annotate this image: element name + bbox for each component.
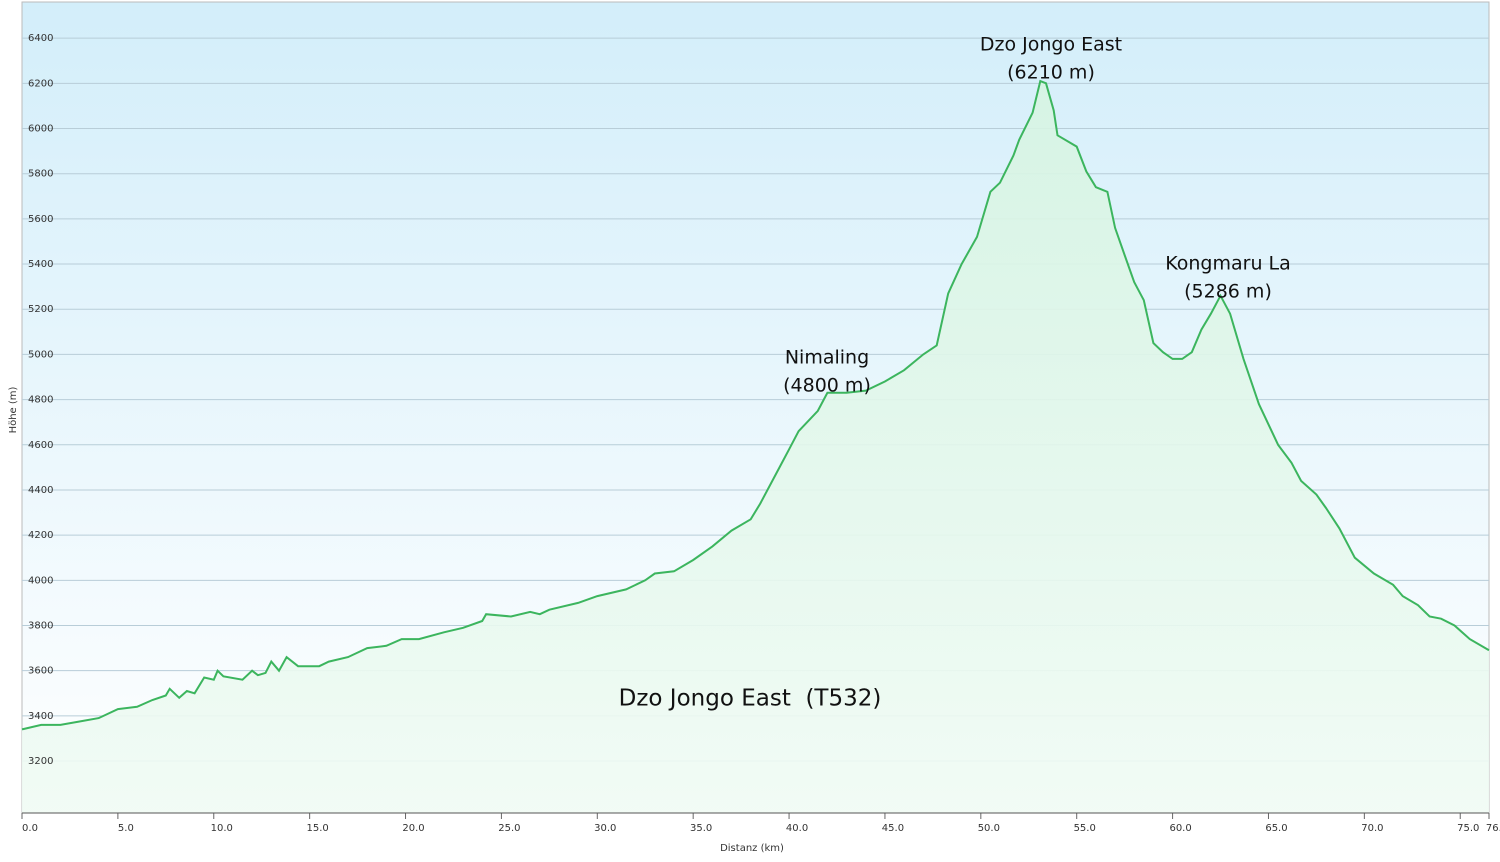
- y-tick-label: 5600: [28, 214, 53, 225]
- area-fill: [22, 81, 1489, 814]
- x-tick-label: 30.0: [594, 823, 616, 834]
- y-tick-label: 6400: [28, 33, 53, 44]
- x-tick-label: 40.0: [786, 823, 808, 834]
- x-tick-label: 15.0: [307, 823, 329, 834]
- x-tick-label: 35.0: [690, 823, 712, 834]
- annotation: Dzo Jongo East: [980, 34, 1122, 56]
- y-tick-label: 6200: [28, 78, 53, 89]
- x-tick-label: 75.0: [1457, 823, 1479, 834]
- y-tick-label: 3600: [28, 666, 53, 677]
- annotation: Nimaling: [785, 347, 869, 369]
- x-tick-label: 76.5: [1486, 823, 1500, 834]
- y-tick-label: 3800: [28, 620, 53, 631]
- y-tick-label: 4000: [28, 575, 53, 586]
- y-tick-label: 4400: [28, 485, 53, 496]
- profile-line: [21, 79, 1490, 731]
- y-tick-label: 3200: [28, 756, 53, 767]
- annotation: (6210 m): [1007, 62, 1095, 84]
- x-tick-label: 65.0: [1265, 823, 1287, 834]
- annotation: Kongmaru La: [1165, 253, 1291, 275]
- x-tick-label: 70.0: [1361, 823, 1383, 834]
- x-tick-label: 55.0: [1074, 823, 1096, 834]
- annotation: (4800 m): [783, 375, 871, 397]
- y-tick-label: 3400: [28, 711, 53, 722]
- y-tick-label: 5800: [28, 169, 53, 180]
- y-tick-label: 5200: [28, 304, 53, 315]
- x-tick-label: 0.0: [22, 823, 38, 834]
- y-axis-label: Höhe (m): [8, 386, 19, 433]
- x-tick-label: 5.0: [118, 823, 134, 834]
- y-tick-label: 6000: [28, 124, 53, 135]
- y-tick-label: 5000: [28, 349, 53, 360]
- x-tick-label: 10.0: [211, 823, 233, 834]
- x-tick-label: 25.0: [498, 823, 520, 834]
- chart-title: Dzo Jongo East (T532): [619, 686, 882, 712]
- y-tick-label: 4200: [28, 530, 53, 541]
- x-tick-label: 60.0: [1169, 823, 1191, 834]
- annotation: (5286 m): [1184, 281, 1272, 303]
- x-axis-label: Distanz (km): [720, 843, 784, 854]
- y-tick-label: 4800: [28, 395, 53, 406]
- x-tick-label: 45.0: [882, 823, 904, 834]
- y-tick-label: 5400: [28, 259, 53, 270]
- x-tick-label: 20.0: [402, 823, 424, 834]
- y-tick-label: 4600: [28, 440, 53, 451]
- x-tick-label: 50.0: [978, 823, 1000, 834]
